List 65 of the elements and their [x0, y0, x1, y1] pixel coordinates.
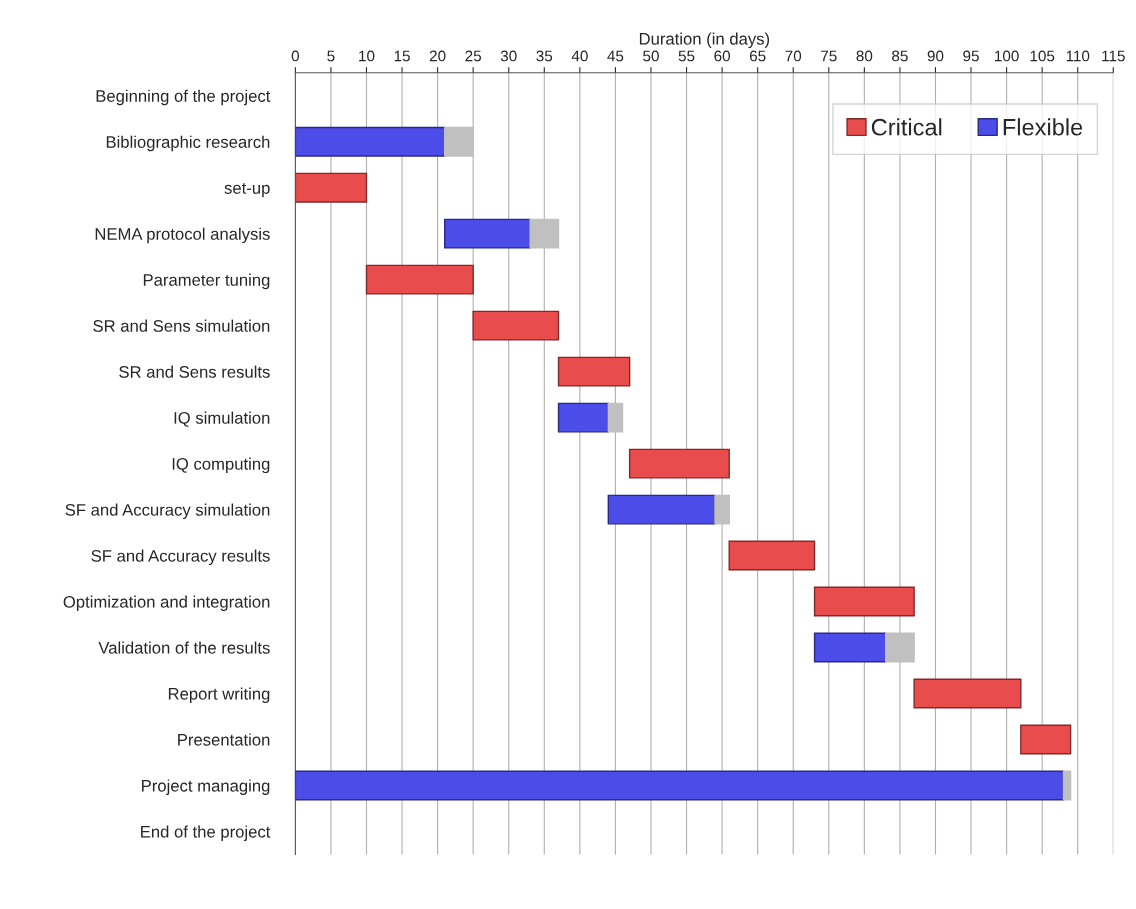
bar	[913, 678, 1022, 709]
y-tick-label: Project managing	[142, 779, 270, 795]
x-tick-label: 70	[785, 50, 802, 62]
x-tick-label: 25	[465, 50, 482, 62]
bar	[884, 632, 915, 663]
y-tick-label: IQ simulation	[174, 411, 270, 427]
y-tick-label: Report writing	[168, 687, 270, 704]
bar	[813, 632, 887, 663]
y-tick-label: Validation of the results	[98, 641, 270, 654]
bar	[628, 448, 730, 479]
bar	[728, 540, 816, 571]
x-tick-label: 115	[1102, 50, 1125, 62]
x-tick-label: 105	[1030, 50, 1055, 62]
y-tick-label: IQ computing	[172, 457, 270, 474]
x-tick-label: 15	[394, 50, 410, 62]
legend-label: Flexible	[1003, 118, 1083, 136]
bar	[444, 126, 474, 157]
x-tick-label: 5	[327, 50, 335, 62]
x-tick-label: 65	[749, 50, 766, 62]
y-tick-label: set-up	[224, 182, 270, 198]
bar	[714, 494, 730, 525]
bar	[607, 402, 624, 433]
legend-label: Critical	[871, 118, 942, 136]
x-tick-label: 40	[571, 50, 588, 62]
x-tick-label: 85	[892, 50, 908, 62]
x-tick-label: 10	[359, 50, 375, 62]
x-tick-label: 90	[927, 50, 944, 62]
bar	[472, 310, 560, 341]
bar	[1020, 724, 1072, 755]
y-tick-label: SF and Accuracy simulation	[65, 503, 270, 520]
x-tick-label: 100	[995, 50, 1019, 62]
y-tick-label: Parameter tuning	[143, 273, 270, 290]
x-tick-label: 55	[678, 50, 695, 62]
y-tick-label: SF and Accuracy results	[91, 549, 270, 566]
x-tick-label: 20	[429, 50, 446, 62]
y-tick-label: End of the project	[141, 825, 271, 841]
bar	[557, 356, 631, 387]
y-tick-label: Presentation	[178, 733, 270, 746]
x-tick-label: 110	[1066, 50, 1090, 62]
bar	[295, 770, 1065, 801]
x-axis-title: Duration (in days)	[639, 32, 770, 49]
y-tick-label: SR and Sens simulation	[93, 319, 270, 332]
x-tick-label: 80	[856, 50, 873, 62]
bar	[295, 126, 446, 157]
x-tick-label: 30	[500, 50, 517, 62]
bar	[444, 218, 531, 249]
x-tick-label: 75	[821, 50, 837, 62]
y-tick-label: SR and Sens results	[119, 365, 270, 378]
y-tick-label: Beginning of the project	[96, 89, 271, 106]
bar	[1062, 770, 1072, 801]
x-tick-label: 35	[536, 50, 553, 62]
x-tick-label: 60	[714, 50, 730, 62]
bar	[295, 172, 368, 203]
x-tick-label: 50	[643, 50, 659, 62]
y-tick-label: Bibliographic research	[106, 135, 270, 152]
bar	[365, 264, 474, 295]
x-tick-label: 45	[607, 50, 624, 62]
y-tick-label: Optimization and integration	[63, 595, 270, 612]
bar	[557, 402, 609, 433]
bar	[813, 586, 915, 617]
y-tick-label: NEMA protocol analysis	[95, 227, 270, 244]
x-tick-label: 95	[963, 50, 979, 62]
x-tick-label: 0	[291, 50, 300, 62]
bar	[607, 494, 716, 525]
bar	[529, 218, 560, 249]
